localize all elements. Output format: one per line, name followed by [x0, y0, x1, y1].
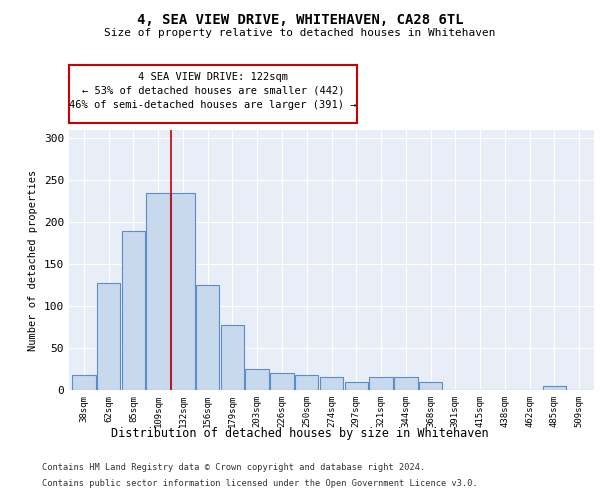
- Text: 4, SEA VIEW DRIVE, WHITEHAVEN, CA28 6TL: 4, SEA VIEW DRIVE, WHITEHAVEN, CA28 6TL: [137, 12, 463, 26]
- Bar: [369, 378, 393, 390]
- Bar: [221, 324, 244, 390]
- Bar: [320, 378, 343, 390]
- Y-axis label: Number of detached properties: Number of detached properties: [28, 170, 38, 350]
- Bar: [171, 193, 194, 390]
- Bar: [419, 382, 442, 390]
- Bar: [97, 282, 121, 390]
- Text: Distribution of detached houses by size in Whitehaven: Distribution of detached houses by size …: [111, 428, 489, 440]
- Text: Contains public sector information licensed under the Open Government Licence v3: Contains public sector information licen…: [42, 478, 478, 488]
- Text: Contains HM Land Registry data © Crown copyright and database right 2024.: Contains HM Land Registry data © Crown c…: [42, 464, 425, 472]
- Bar: [196, 285, 220, 390]
- Bar: [542, 386, 566, 390]
- Bar: [245, 369, 269, 390]
- Bar: [295, 375, 319, 390]
- Bar: [344, 382, 368, 390]
- Text: Size of property relative to detached houses in Whitehaven: Size of property relative to detached ho…: [104, 28, 496, 38]
- Bar: [72, 375, 95, 390]
- Text: 4 SEA VIEW DRIVE: 122sqm
← 53% of detached houses are smaller (442)
46% of semi-: 4 SEA VIEW DRIVE: 122sqm ← 53% of detach…: [69, 72, 357, 110]
- Bar: [146, 193, 170, 390]
- Bar: [122, 230, 145, 390]
- Bar: [270, 373, 294, 390]
- Bar: [394, 378, 418, 390]
